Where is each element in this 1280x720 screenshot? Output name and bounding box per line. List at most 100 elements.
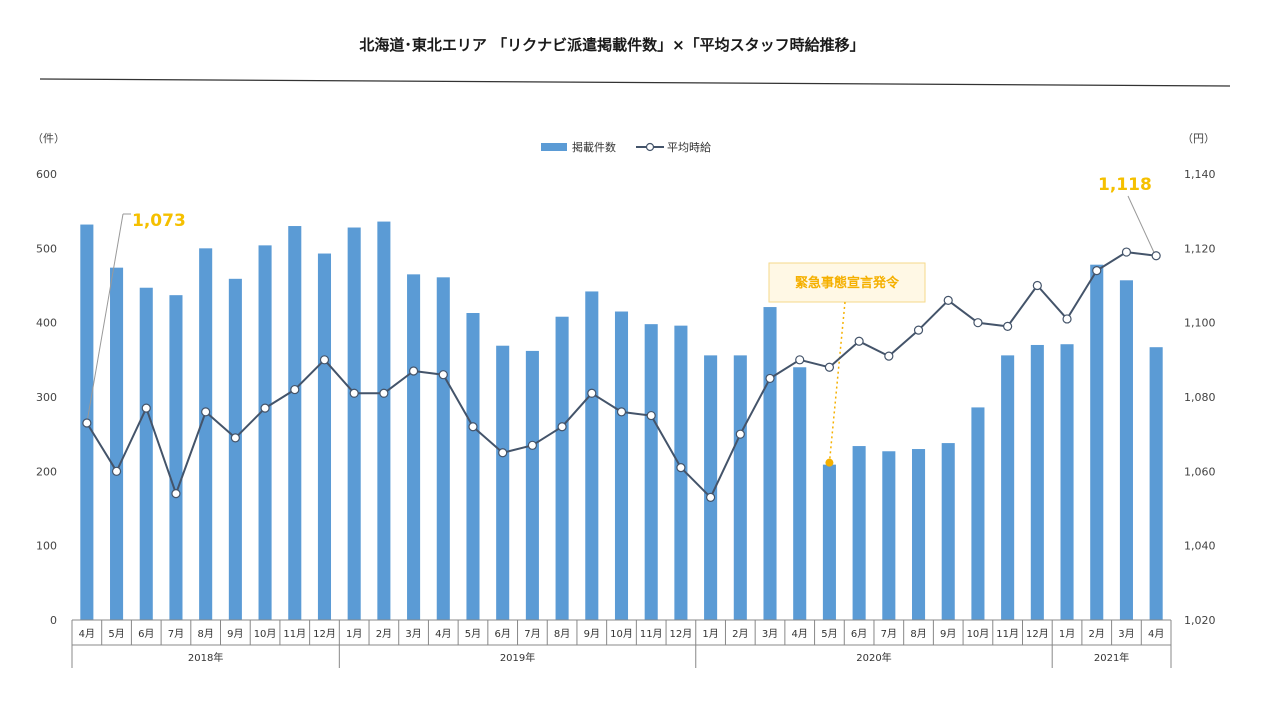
right-tick-label: 1,020 [1184, 614, 1216, 627]
right-tick-label: 1,120 [1184, 242, 1216, 255]
annotation-point [825, 458, 834, 467]
bar [496, 345, 510, 620]
legend-line-marker [645, 142, 655, 152]
line-point [82, 418, 92, 428]
line-point [1032, 280, 1042, 291]
line-point [379, 388, 389, 398]
line-point [884, 351, 894, 361]
callout-first-value: 1,073 [132, 211, 186, 231]
bar [466, 313, 480, 620]
bar [347, 227, 361, 620]
category-label: 6月 [851, 628, 867, 640]
bar [377, 221, 391, 620]
category-label: 4月 [792, 628, 808, 640]
title-underline [39, 78, 1231, 87]
category-label: 5月 [821, 628, 837, 640]
category-label: 1月 [1059, 628, 1075, 640]
line-point [349, 388, 359, 398]
line-point [1121, 247, 1132, 257]
chart-title: 北海道･東北エリア 「リクナビ派遣掲載件数」×「平均スタッフ時給推移」 [359, 36, 864, 54]
annotations: 1,073 1,118 緊急事態宣言発令 [86, 175, 1155, 467]
line-point [408, 366, 419, 376]
bar [704, 355, 718, 620]
line-point [913, 325, 924, 335]
category-label: 9月 [940, 628, 956, 640]
left-tick-label: 400 [36, 317, 57, 330]
category-label: 4月 [1148, 628, 1164, 640]
category-label: 12月 [670, 628, 693, 640]
category-label: 6月 [495, 628, 511, 640]
category-label: 3月 [1118, 628, 1134, 640]
line-point [230, 433, 240, 443]
category-label: 8月 [910, 628, 926, 640]
year-label: 2019年 [500, 651, 535, 664]
left-tick-label: 300 [36, 391, 57, 404]
category-label: 11月 [283, 628, 306, 640]
category-label: 7月 [168, 628, 184, 640]
bar [436, 277, 450, 620]
bar [258, 245, 272, 621]
category-label: 3月 [405, 628, 421, 640]
left-tick-label: 600 [36, 168, 57, 181]
bar [1119, 280, 1133, 620]
category-label: 2月 [1089, 628, 1105, 640]
line-point [587, 388, 597, 398]
right-axis-unit: （円） [1182, 132, 1215, 145]
line-point [468, 422, 478, 432]
line-point [290, 384, 300, 395]
category-label: 10月 [967, 628, 990, 640]
line-point [824, 362, 835, 372]
legend-bar-label: 掲載件数 [572, 140, 616, 154]
line-point [171, 489, 181, 499]
bar [1001, 355, 1015, 620]
line-point [141, 403, 151, 413]
bar [228, 278, 242, 620]
line-point [111, 466, 122, 476]
bar [169, 295, 183, 620]
left-tick-label: 100 [36, 540, 57, 553]
category-label: 4月 [435, 628, 451, 640]
category-label: 1月 [702, 628, 718, 640]
left-axis: 0 100 200 300 400 500 600 [36, 168, 57, 627]
bar [139, 287, 153, 620]
bar-series [80, 221, 1163, 621]
category-label: 8月 [554, 628, 570, 640]
left-tick-label: 0 [50, 614, 57, 627]
line-point [498, 448, 508, 458]
right-tick-label: 1,140 [1184, 168, 1216, 181]
callout-leader [86, 213, 124, 424]
bar [317, 253, 332, 620]
category-label: 3月 [762, 628, 778, 640]
category-label: 7月 [524, 628, 540, 640]
bar [793, 367, 807, 620]
line-point [676, 463, 686, 473]
bar [555, 316, 569, 620]
line-point [646, 410, 656, 421]
bar [882, 451, 896, 620]
line-point [319, 355, 330, 365]
bar [911, 449, 926, 620]
left-tick-label: 200 [36, 465, 57, 478]
bar [674, 325, 688, 620]
bar [614, 311, 629, 620]
line-point [943, 295, 953, 305]
category-label: 5月 [108, 628, 124, 640]
bar [585, 291, 599, 620]
line-point [765, 373, 775, 384]
line-point [616, 407, 627, 417]
legend-bar-swatch [541, 143, 567, 151]
left-tick-label: 500 [36, 242, 57, 255]
right-axis: 1,020 1,040 1,060 1,080 1,100 1,120 1,140 [1184, 168, 1216, 627]
annotation-box [768, 262, 926, 303]
bar [644, 324, 658, 620]
line-point [735, 429, 745, 439]
category-label: 1月 [346, 628, 362, 640]
line-point [795, 355, 805, 365]
bar [971, 407, 985, 620]
category-label: 5月 [465, 628, 481, 640]
category-label: 12月 [313, 628, 336, 640]
annotation-leader [828, 301, 846, 463]
callout-last-value: 1,118 [1098, 175, 1152, 195]
line-point [1092, 266, 1102, 276]
